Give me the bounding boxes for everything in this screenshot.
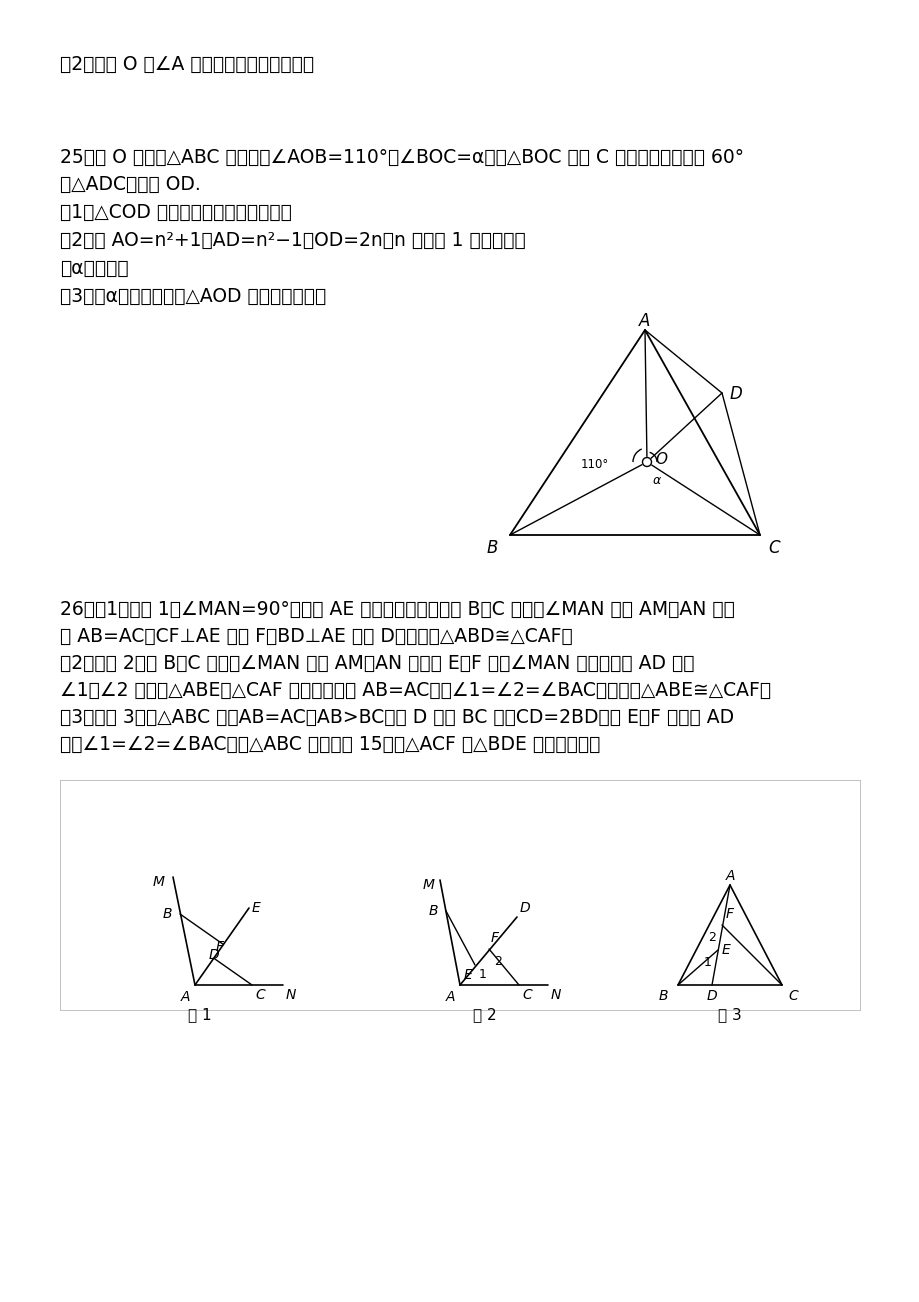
Text: 图 3: 图 3	[718, 1006, 741, 1022]
Text: A: A	[180, 990, 190, 1004]
Text: 1: 1	[703, 956, 711, 969]
Text: N: N	[286, 988, 296, 1003]
Text: F: F	[491, 931, 498, 945]
Text: 图 2: 图 2	[472, 1006, 496, 1022]
Text: 且 AB=AC，CF⊥AE 于点 F，BD⊥AE 于点 D．求证：△ABD≅△CAF；: 且 AB=AC，CF⊥AE 于点 F，BD⊥AE 于点 D．求证：△ABD≅△C…	[60, 628, 573, 646]
Text: 1: 1	[479, 967, 486, 980]
Text: C: C	[767, 539, 778, 557]
Circle shape	[641, 457, 651, 466]
Text: （2）问点 O 在∠A 的平分线上吗？为什么？: （2）问点 O 在∠A 的平分线上吗？为什么？	[60, 55, 313, 74]
Text: 2: 2	[494, 954, 502, 967]
Text: M: M	[423, 878, 435, 892]
Text: C: C	[788, 990, 797, 1003]
Text: 110°: 110°	[580, 457, 608, 470]
Text: （3）当α为多少度时，△AOD 是等腰三角形？: （3）当α为多少度时，△AOD 是等腰三角形？	[60, 286, 326, 306]
Text: B: B	[163, 907, 172, 921]
Text: D: D	[209, 948, 220, 962]
Text: 图 1: 图 1	[188, 1006, 211, 1022]
Text: E: E	[721, 943, 730, 957]
Text: F: F	[725, 907, 733, 921]
Text: F: F	[216, 940, 223, 954]
Text: N: N	[550, 988, 561, 1003]
Text: A: A	[445, 990, 455, 1004]
Text: 得△ADC，连接 OD.: 得△ADC，连接 OD.	[60, 174, 200, 194]
Text: A: A	[724, 868, 734, 883]
Text: C: C	[521, 988, 531, 1003]
Text: D: D	[519, 901, 530, 915]
Text: D: D	[729, 385, 742, 404]
Text: M: M	[153, 875, 165, 889]
Text: ∠1、∠2 分别是△ABE、△CAF 的外角．已知 AB=AC，且∠1=∠2=∠BAC．求证：△ABE≅△CAF；: ∠1、∠2 分别是△ABE、△CAF 的外角．已知 AB=AC，且∠1=∠2=∠…	[60, 681, 770, 700]
Text: （2）如图 2，点 B、C 分别在∠MAN 的边 AM、AN 上，点 E、F 都在∠MAN 内部的射线 AD 上，: （2）如图 2，点 B、C 分别在∠MAN 的边 AM、AN 上，点 E、F 都…	[60, 654, 694, 673]
Text: A: A	[639, 312, 650, 329]
Text: B: B	[658, 990, 667, 1003]
Text: （2）若 AO=n²+1，AD=n²−1，OD=2n（n 为大于 1 的整数），: （2）若 AO=n²+1，AD=n²−1，OD=2n（n 为大于 1 的整数），	[60, 230, 525, 250]
Text: 求α的度数；: 求α的度数；	[60, 259, 129, 279]
Text: α: α	[652, 474, 661, 487]
Text: E: E	[463, 967, 471, 982]
Text: B: B	[486, 539, 497, 557]
Text: D: D	[706, 990, 717, 1003]
Text: （3）如图 3，在△ABC 中，AB=AC，AB>BC．点 D 在边 BC 上，CD=2BD，点 E、F 在线段 AD: （3）如图 3，在△ABC 中，AB=AC，AB>BC．点 D 在边 BC 上，…	[60, 708, 733, 727]
Text: 26．（1）如图 1，∠MAN=90°，射线 AE 在这个角的内部，点 B、C 分别在∠MAN 的边 AM、AN 上，: 26．（1）如图 1，∠MAN=90°，射线 AE 在这个角的内部，点 B、C …	[60, 600, 734, 618]
Text: （1）△COD 是什么三角形？说明理由；: （1）△COD 是什么三角形？说明理由；	[60, 203, 291, 223]
Text: 2: 2	[708, 931, 715, 944]
Text: O: O	[654, 453, 666, 467]
Text: 上，∠1=∠2=∠BAC．若△ABC 的面积为 15，求△ACF 与△BDE 的面积之和．: 上，∠1=∠2=∠BAC．若△ABC 的面积为 15，求△ACF 与△BDE 的…	[60, 736, 600, 754]
Text: C: C	[255, 988, 265, 1003]
Text: E: E	[252, 901, 260, 915]
Text: 25．点 O 是等边△ABC 内一点，∠AOB=110°，∠BOC=α，将△BOC 绕点 C 按顺时针方向旋转 60°: 25．点 O 是等边△ABC 内一点，∠AOB=110°，∠BOC=α，将△BO…	[60, 148, 743, 167]
Text: B: B	[428, 904, 437, 918]
